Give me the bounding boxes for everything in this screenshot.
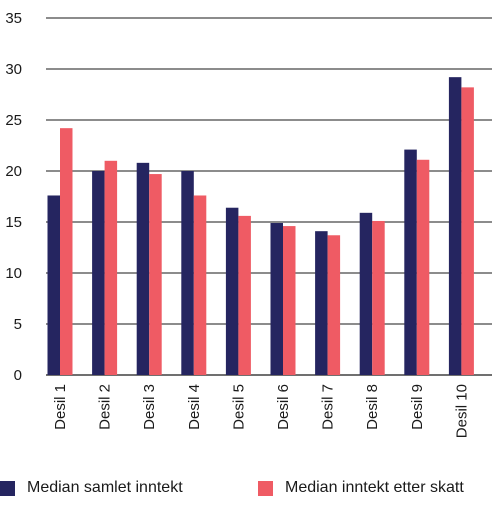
x-tick-label: Desil 3 — [141, 384, 158, 430]
y-tick-label: 35 — [5, 10, 22, 27]
y-tick-label: 30 — [5, 61, 22, 78]
bar-series-1-desil-7 — [315, 231, 328, 375]
x-tick-label: Desil 1 — [52, 384, 69, 430]
bar-series-2-desil-5 — [238, 215, 251, 375]
legend-item-series-1: Median samlet inntekt — [0, 474, 183, 502]
bar-series-2-desil-10 — [461, 87, 474, 376]
bar-series-2-desil-7 — [327, 235, 341, 375]
y-tick-label: 20 — [5, 163, 22, 180]
bar-series-1-desil-9 — [404, 149, 417, 375]
bar-series-1-desil-5 — [225, 207, 239, 375]
bar-series-1-desil-3 — [136, 162, 150, 375]
legend-label-series-1: Median samlet inntekt — [27, 479, 183, 496]
y-tick-label: 5 — [14, 316, 22, 333]
legend-swatch-series-2 — [258, 480, 273, 496]
y-tick-label: 0 — [14, 367, 22, 384]
x-tick-label: Desil 5 — [230, 384, 247, 430]
bar-series-1-desil-6 — [270, 223, 283, 375]
bar-series-1-desil-4 — [181, 171, 194, 375]
bar-series-2-desil-9 — [416, 159, 430, 375]
bar-series-2-desil-4 — [193, 195, 207, 375]
y-tick-label: 15 — [5, 214, 22, 231]
bar-series-2-desil-3 — [149, 174, 162, 375]
bars — [47, 77, 474, 376]
x-axis-labels: Desil 1 Desil 2 Desil 3 Desil 4 Desil 5 Desil… — [52, 384, 470, 438]
bar-series-2-desil-2 — [104, 160, 118, 375]
bar-series-2-desil-1 — [60, 128, 73, 375]
x-tick-label: Desil 8 — [364, 384, 381, 430]
legend-label-series-2: Median inntekt etter skatt — [285, 479, 464, 496]
bar-series-1-desil-8 — [359, 212, 373, 375]
bar-series-1-desil-2 — [92, 171, 105, 375]
x-tick-label: Desil 6 — [275, 384, 292, 430]
bar-series-1-desil-10 — [448, 77, 462, 375]
legend: Median samlet inntekt Median inntekt ett… — [0, 474, 500, 502]
legend-swatch-series-1 — [0, 480, 15, 496]
x-tick-label: Desil 10 — [453, 384, 470, 438]
legend-item-series-2: Median inntekt etter skatt — [258, 474, 464, 502]
bar-series-2-desil-8 — [372, 220, 385, 375]
x-tick-label: Desil 9 — [409, 384, 426, 430]
y-tick-label: 10 — [5, 265, 22, 282]
x-tick-label: Desil 2 — [97, 384, 114, 430]
y-tick-label: 25 — [5, 112, 22, 129]
y-axis-ticks: 0 5 10 15 20 25 30 35 — [5, 10, 22, 384]
x-tick-label: Desil 4 — [186, 384, 203, 430]
x-tick-label: Desil 7 — [320, 384, 337, 430]
bar-series-2-desil-6 — [283, 226, 296, 375]
bar-series-1-desil-1 — [47, 195, 60, 375]
